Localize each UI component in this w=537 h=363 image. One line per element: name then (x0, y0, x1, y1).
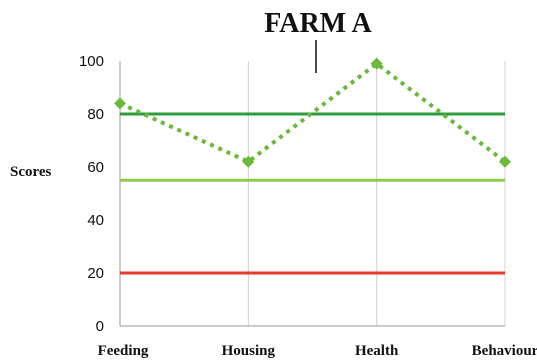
y-tick-label-0: 0 (96, 318, 104, 335)
y-tick-label-60: 60 (87, 159, 104, 176)
grid-lines (247, 61, 506, 326)
x-tick-label-feeding: Feeding (98, 343, 149, 359)
y-axis-label: Scores (10, 164, 52, 180)
data-point-behaviour (499, 155, 511, 168)
y-tick-labels: 0 20 40 60 80 100 (79, 53, 104, 335)
x-tick-label-behaviour: Behaviour (472, 343, 537, 359)
x-tick-labels: Feeding Housing Health Behaviour (98, 343, 537, 359)
reference-lines (120, 112, 505, 275)
axes (119, 61, 505, 327)
chart-title: FARM A (264, 8, 372, 39)
y-tick-label-40: 40 (87, 212, 104, 229)
y-tick-label-100: 100 (79, 53, 104, 70)
y-tick-label-80: 80 (87, 106, 104, 123)
data-point-feeding (114, 97, 126, 110)
series-group (114, 57, 511, 168)
x-tick-label-housing: Housing (222, 343, 276, 359)
data-point-health (370, 57, 383, 70)
data-point-housing (242, 155, 255, 168)
y-tick-label-20: 20 (87, 265, 104, 282)
x-tick-label-health: Health (355, 343, 399, 359)
